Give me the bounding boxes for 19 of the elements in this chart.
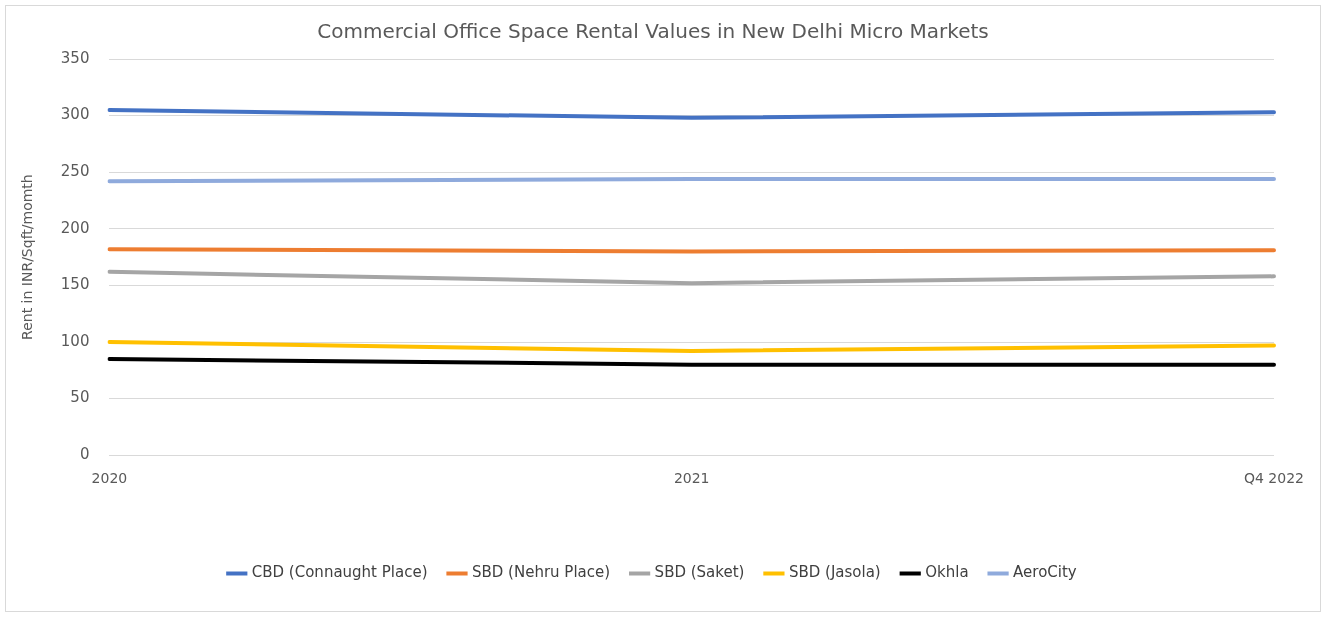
x-tick-label: 2020 (91, 470, 128, 487)
y-tick-label: 150 (60, 275, 90, 294)
legend-label: CBD (Connaught Place) (251, 563, 428, 582)
y-tick-label: 250 (60, 162, 90, 181)
legend-label: AeroCity (1013, 563, 1077, 582)
x-tick-label: 2021 (673, 470, 710, 487)
legend-label: SBD (Nehru Place) (471, 563, 611, 582)
y-tick-label: 300 (60, 105, 90, 124)
x-tick-label: Q4 2022 (1243, 470, 1304, 487)
y-tick-label: 0 (79, 445, 90, 464)
y-tick-label: 50 (70, 388, 90, 407)
legend-label: SBD (Saket) (654, 563, 745, 582)
y-tick-label: 350 (60, 48, 90, 67)
y-axis-title: Rent in INR/Sqft/momth (19, 174, 36, 340)
chart-title: Commercial Office Space Rental Values in New Delhi Micro Markets (317, 19, 989, 44)
y-tick-label: 100 (60, 331, 90, 350)
legend-label: SBD (Jasola) (788, 563, 881, 582)
y-tick-label: 200 (60, 218, 90, 237)
legend-label: Okhla (925, 563, 969, 582)
